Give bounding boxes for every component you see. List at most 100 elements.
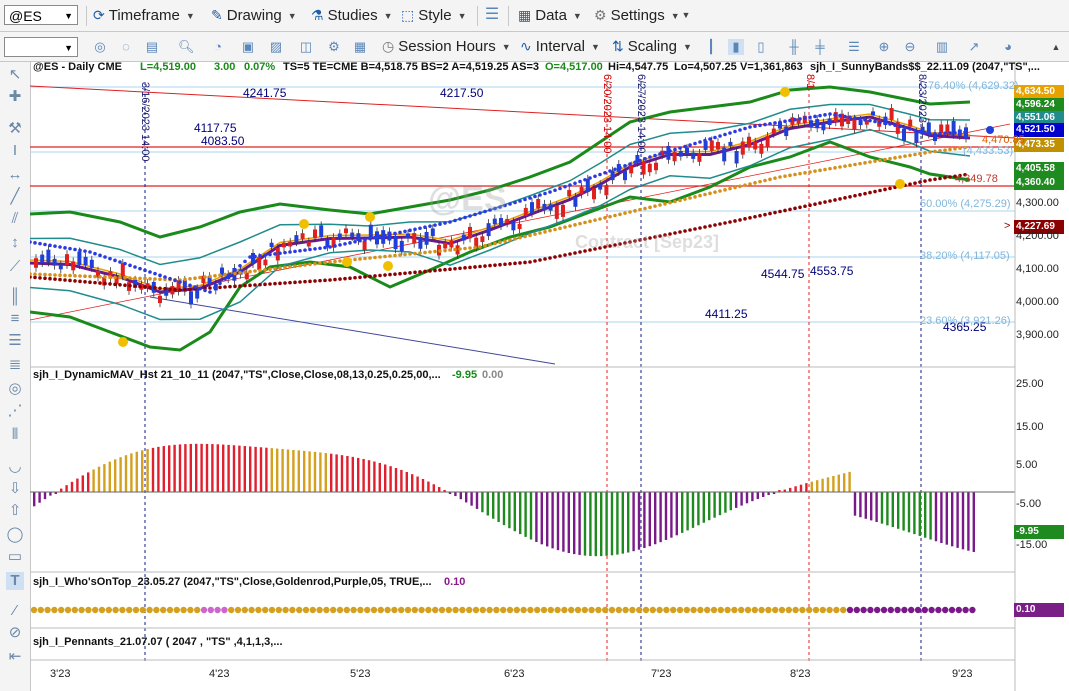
candle xyxy=(827,118,832,126)
mid-average-dot xyxy=(538,231,542,235)
cycle-icon[interactable]: ⦀ xyxy=(11,426,19,443)
state-dot xyxy=(908,606,915,614)
long-average-dot xyxy=(393,272,397,276)
state-dot xyxy=(466,606,473,614)
blue-average-dot xyxy=(213,285,217,290)
arrow-down-icon[interactable]: ⇩ xyxy=(8,480,22,497)
zoom-in-icon[interactable]: ⊕ xyxy=(878,39,890,54)
blue-average-dot xyxy=(463,215,467,220)
histogram-bar xyxy=(648,492,651,547)
wand-icon[interactable]: ⚒ xyxy=(8,120,22,137)
chart-type-icon[interactable]: ◫ xyxy=(299,39,313,54)
rectangle-icon[interactable]: ▭ xyxy=(7,548,23,565)
fib-lines-icon[interactable]: ≡ xyxy=(10,310,20,327)
blocks-icon[interactable]: ▦ xyxy=(353,39,367,54)
gann-icon[interactable]: ≣ xyxy=(8,356,22,373)
state-dot xyxy=(942,606,949,614)
state-dot xyxy=(262,606,269,614)
text-tool-icon[interactable]: T xyxy=(6,572,24,590)
grid-icon[interactable]: ▤ xyxy=(145,39,159,54)
blue-average-dot xyxy=(143,268,147,273)
collapse-icon[interactable]: ⇤ xyxy=(8,648,22,665)
long-average-dot xyxy=(883,187,887,192)
arrow-up-icon[interactable]: ⇧ xyxy=(8,502,22,519)
trendline-icon[interactable]: ⟋ xyxy=(9,258,21,275)
signal-dot xyxy=(895,179,905,189)
long-average-dot xyxy=(328,278,332,282)
mid-average-dot xyxy=(273,266,277,271)
reload-icon[interactable]: ◌ xyxy=(122,39,130,54)
interval-menu[interactable]: ∿ Interval ▼ xyxy=(520,32,600,61)
histogram-bar xyxy=(659,492,662,543)
gear-icon[interactable]: ⚙ xyxy=(328,39,340,54)
eraser-icon[interactable]: ⁄ xyxy=(13,602,17,619)
speedometer-icon[interactable]: ◔ xyxy=(214,39,222,54)
histogram-bar xyxy=(308,451,311,492)
studies-menu[interactable]: ⚗ Studies ▼ xyxy=(311,0,393,31)
zoom-out-icon[interactable]: ⊖ xyxy=(904,39,916,54)
crosshair-icon[interactable]: ✚ xyxy=(8,88,22,105)
vertical-lines-icon[interactable]: ║ xyxy=(9,288,21,305)
price-chart[interactable] xyxy=(30,62,1069,691)
candlestick-icon[interactable]: ▮ xyxy=(728,39,744,55)
workspace-select[interactable]: ▼ xyxy=(4,37,78,57)
fan-icon[interactable]: ⋰ xyxy=(7,402,23,419)
ellipse-icon[interactable]: ◯ xyxy=(6,526,24,543)
drawing-menu[interactable]: ✎ Drawing ▼ xyxy=(211,0,297,31)
session-hours-menu[interactable]: ◷ Session Hours ▼ xyxy=(382,32,511,61)
fit-icon[interactable]: ▥ xyxy=(935,39,949,54)
histogram-bar xyxy=(519,492,522,535)
more-icon[interactable]: ▼ xyxy=(681,10,691,20)
blue-average-dot xyxy=(638,158,642,163)
channel-icon[interactable]: ⫽ xyxy=(11,210,19,227)
long-average-dot xyxy=(168,287,172,291)
long-average-dot xyxy=(163,286,167,291)
text-cursor-icon[interactable]: I xyxy=(12,142,18,159)
blue-average-dot xyxy=(133,265,137,269)
lock-icon[interactable]: ⊘ xyxy=(8,624,22,641)
ray-icon[interactable]: ╱ xyxy=(10,188,20,205)
histogram-bar xyxy=(103,464,106,492)
candle xyxy=(325,239,330,248)
horizontal-arrows-icon[interactable]: ↔ xyxy=(7,166,23,183)
symbol-input[interactable]: @ES ▼ xyxy=(4,5,78,25)
spiral-icon[interactable]: ◎ xyxy=(8,380,22,397)
arc-icon[interactable]: ◡ xyxy=(8,458,22,475)
zoom-search-icon[interactable]: 🔍︎ xyxy=(178,39,195,54)
blue-average-dot xyxy=(243,259,247,264)
data-menu[interactable]: ▦ Data ▼ xyxy=(518,0,582,31)
candle xyxy=(300,233,305,239)
settings-menu[interactable]: ⚙ Settings ▼ xyxy=(594,0,680,31)
price-label: 4,551.06 xyxy=(1014,111,1064,125)
scaling-menu[interactable]: ⇅ Scaling ▼ xyxy=(612,32,692,61)
window-layout-icon[interactable]: ☰ xyxy=(484,6,500,23)
candle xyxy=(164,287,169,296)
levels-icon[interactable]: ☰ xyxy=(8,332,22,349)
state-dot xyxy=(139,606,146,614)
histogram-bar xyxy=(891,492,894,528)
image-icon[interactable]: ▣ xyxy=(241,39,255,54)
state-dot xyxy=(874,606,881,614)
line-icon[interactable]: ╪ xyxy=(815,39,825,54)
more-icon[interactable]: ▲ xyxy=(1051,42,1061,52)
histogram-bar xyxy=(972,492,975,552)
refresh-icon[interactable]: ◎ xyxy=(94,39,106,54)
histogram-bar xyxy=(578,492,581,555)
style-menu[interactable]: ⬚ Style ▼ xyxy=(401,0,467,31)
picture-icon[interactable]: ▨ xyxy=(269,39,283,54)
pointer-icon[interactable]: ↖ xyxy=(8,66,22,83)
layout-icon[interactable]: ☰ xyxy=(848,39,860,54)
timeframe-menu[interactable]: ⟳ Timeframe ▼ xyxy=(93,0,195,31)
blue-average-dot xyxy=(908,127,912,131)
dashboard-icon[interactable]: ◕ xyxy=(1004,39,1012,54)
ohlc-icon[interactable]: ╫ xyxy=(789,39,799,54)
hollow-candle-icon[interactable]: ▯ xyxy=(757,39,765,54)
state-dot xyxy=(500,606,507,614)
trend-icon[interactable]: ↗ xyxy=(968,39,980,54)
state-dot xyxy=(105,606,113,614)
bar-chart-icon[interactable]: ┃ xyxy=(707,39,715,54)
mid-average-dot xyxy=(953,147,957,151)
vertical-arrows-icon[interactable]: ↕ xyxy=(11,234,19,251)
long-average-dot xyxy=(608,244,612,248)
candle xyxy=(133,279,138,288)
